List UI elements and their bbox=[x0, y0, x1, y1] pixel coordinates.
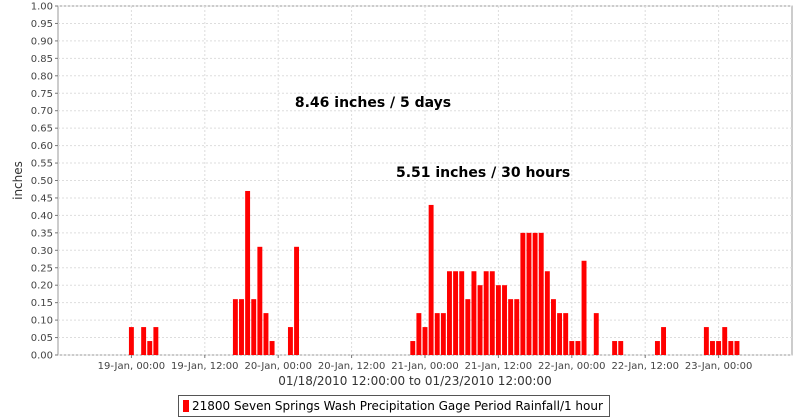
bar bbox=[563, 313, 569, 355]
y-tick-label: 0.10 bbox=[31, 316, 53, 327]
bar bbox=[428, 204, 434, 355]
bar bbox=[716, 341, 722, 355]
bar bbox=[520, 232, 526, 355]
y-tick-label: 0.65 bbox=[31, 124, 53, 135]
bar bbox=[239, 299, 244, 355]
bar bbox=[514, 299, 520, 355]
x-tick-label: 20-Jan, 00:00 bbox=[244, 361, 311, 372]
y-tick-label: 0.95 bbox=[31, 19, 53, 30]
bar bbox=[703, 327, 709, 355]
bar bbox=[618, 341, 624, 355]
y-tick-label: 1.00 bbox=[31, 2, 53, 13]
bar bbox=[447, 271, 452, 355]
bar bbox=[532, 232, 538, 355]
x-tick-label: 22-Jan, 12:00 bbox=[611, 361, 678, 372]
bar bbox=[257, 246, 263, 355]
precipitation-chart: 0.00 0.05 0.10 0.15 0.20 0.25 0.30 0.35 0.40 0.45… bbox=[11, 2, 793, 388]
legend: 21800 Seven Springs Wash Precipitation G… bbox=[178, 395, 610, 417]
bar bbox=[654, 341, 660, 355]
bar bbox=[434, 313, 440, 355]
bar bbox=[581, 260, 587, 355]
bar bbox=[453, 271, 459, 355]
y-tick-label: 0.80 bbox=[31, 71, 53, 82]
bar bbox=[153, 327, 159, 355]
bar bbox=[232, 299, 238, 355]
y-tick-label: 0.30 bbox=[31, 246, 53, 257]
annotation-label: 5.51 inches / 30 hours bbox=[396, 165, 570, 181]
x-tick-label: 21-Jan, 00:00 bbox=[391, 361, 458, 372]
y-tick-label: 0.35 bbox=[31, 228, 53, 239]
y-tick-label: 0.55 bbox=[31, 159, 53, 170]
bars bbox=[128, 190, 740, 355]
legend-label: 21800 Seven Springs Wash Precipitation G… bbox=[192, 399, 603, 413]
bar bbox=[422, 327, 428, 355]
bar bbox=[483, 271, 489, 355]
bar bbox=[508, 299, 514, 355]
bar bbox=[465, 299, 471, 355]
y-tick-label: 0.20 bbox=[31, 281, 53, 292]
annotations: 8.46 inches / 5 days 5.51 inches / 30 hou… bbox=[295, 95, 570, 181]
bar bbox=[557, 313, 563, 355]
x-axis-title: 01/18/2010 12:00:00 to 01/23/2010 12:00:… bbox=[278, 374, 551, 388]
bar bbox=[287, 327, 293, 355]
bar bbox=[410, 341, 416, 355]
bar bbox=[459, 271, 465, 355]
y-tick-label: 0.25 bbox=[31, 263, 53, 274]
bar bbox=[263, 313, 269, 355]
x-tick-label: 20-Jan, 12:00 bbox=[318, 361, 385, 372]
bar bbox=[251, 299, 257, 355]
bar bbox=[502, 285, 507, 355]
bar bbox=[710, 341, 715, 355]
y-tick-label: 0.90 bbox=[31, 36, 53, 47]
x-tick-label: 19-Jan, 00:00 bbox=[98, 361, 165, 372]
bar bbox=[575, 341, 581, 355]
x-tick-label: 21-Jan, 12:00 bbox=[465, 361, 532, 372]
bar bbox=[416, 313, 422, 355]
bar bbox=[245, 190, 251, 355]
y-tick-label: 0.40 bbox=[31, 211, 53, 222]
bar bbox=[471, 271, 477, 355]
bar bbox=[294, 246, 300, 355]
bar bbox=[489, 271, 495, 355]
y-tick-label: 0.85 bbox=[31, 54, 53, 65]
bar bbox=[147, 341, 153, 355]
bar bbox=[526, 232, 532, 355]
bar bbox=[269, 341, 275, 355]
bar bbox=[141, 327, 147, 355]
bar bbox=[612, 341, 618, 355]
bar bbox=[128, 327, 134, 355]
bar bbox=[477, 285, 483, 355]
bar bbox=[440, 313, 446, 355]
y-tick-label: 0.50 bbox=[31, 176, 53, 187]
x-tick-label: 23-Jan, 00:00 bbox=[685, 361, 752, 372]
y-tick-label: 0.05 bbox=[31, 333, 53, 344]
y-tick-label: 0.00 bbox=[31, 351, 53, 362]
legend-swatch bbox=[183, 400, 189, 412]
y-tick-label: 0.15 bbox=[31, 298, 53, 309]
bar bbox=[722, 327, 728, 355]
bar bbox=[734, 341, 740, 355]
y-tick-label: 0.45 bbox=[31, 193, 53, 204]
bar bbox=[495, 285, 501, 355]
axes: 0.00 0.05 0.10 0.15 0.20 0.25 0.30 0.35 0.40 0.45… bbox=[31, 2, 753, 373]
bar bbox=[569, 341, 575, 355]
y-tick-label: 0.75 bbox=[31, 89, 53, 100]
bar bbox=[538, 232, 544, 355]
bar bbox=[661, 327, 667, 355]
bar bbox=[550, 299, 556, 355]
y-tick-label: 0.60 bbox=[31, 141, 53, 152]
bar bbox=[728, 341, 734, 355]
y-axis-title: inches bbox=[11, 161, 25, 200]
x-tick-label: 19-Jan, 12:00 bbox=[171, 361, 238, 372]
y-tick-label: 0.70 bbox=[31, 106, 53, 117]
bar bbox=[593, 313, 599, 355]
bar bbox=[544, 271, 550, 355]
annotation-label: 8.46 inches / 5 days bbox=[295, 95, 451, 111]
plot-area bbox=[57, 5, 793, 356]
x-tick-label: 22-Jan, 00:00 bbox=[538, 361, 605, 372]
